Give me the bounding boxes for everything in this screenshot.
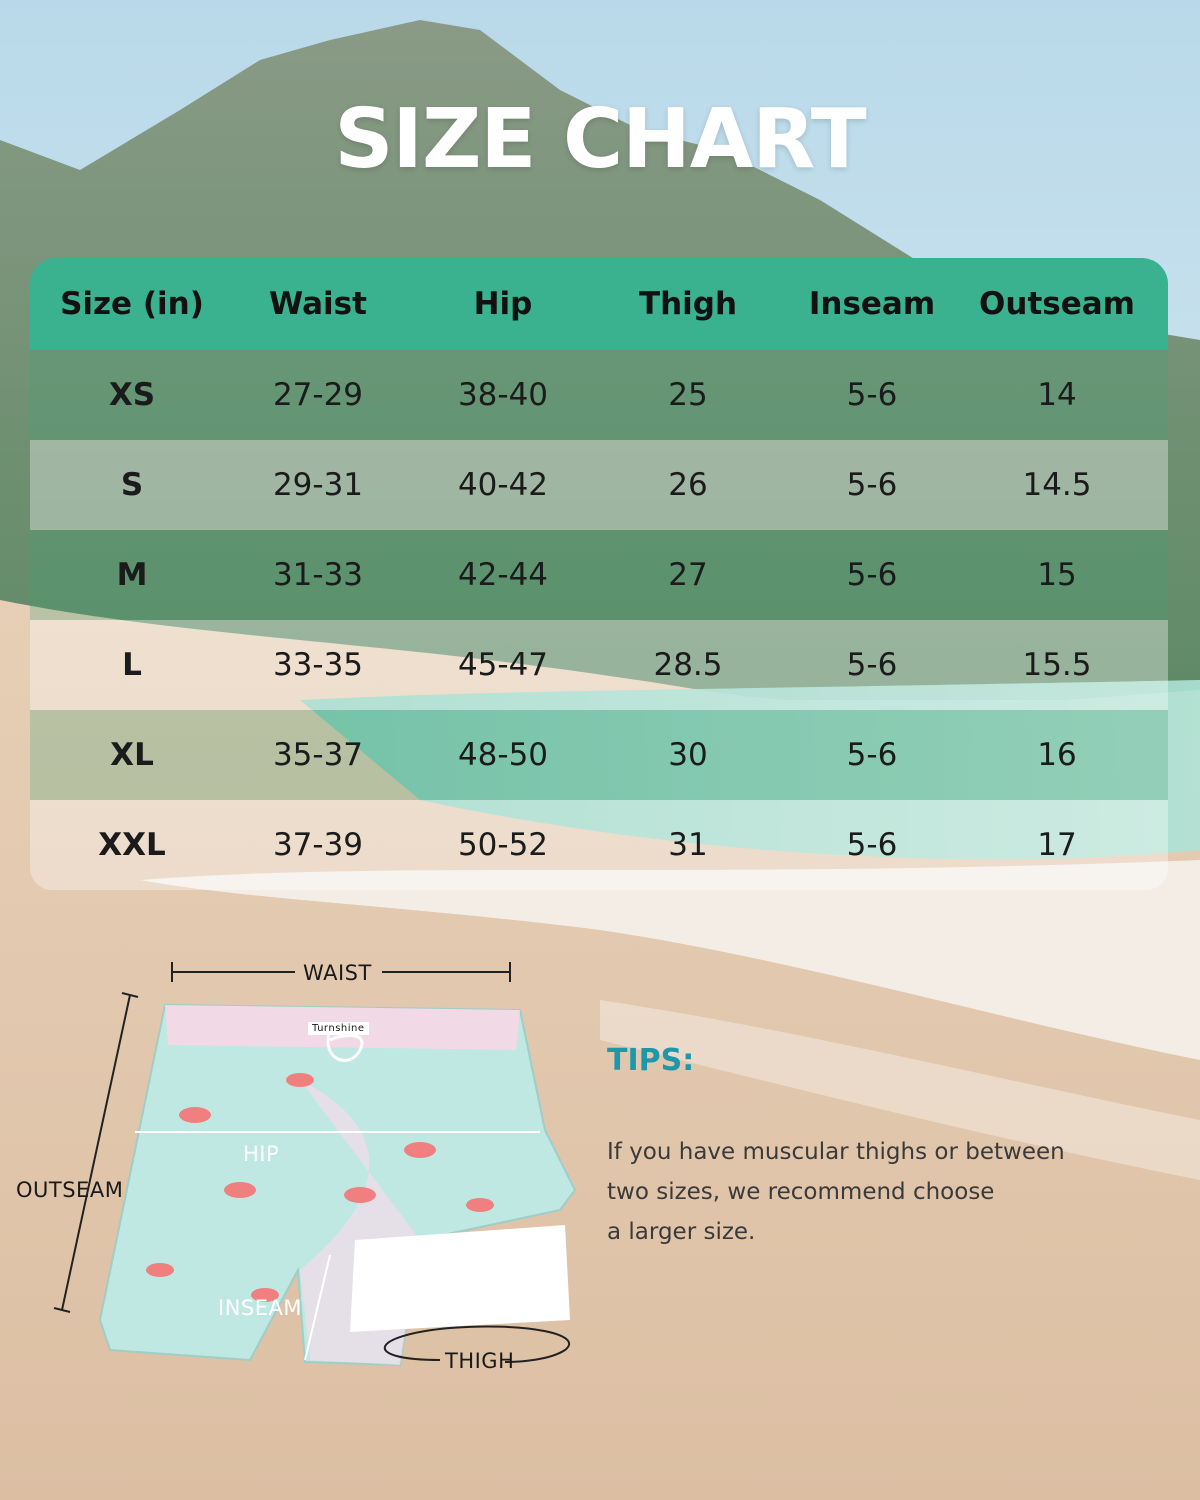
table-cell: 30 bbox=[668, 737, 708, 773]
column-header-thigh: Thigh bbox=[638, 286, 738, 322]
table-cell: 38-40 bbox=[457, 377, 549, 413]
table-cell: 27 bbox=[668, 557, 708, 593]
tips-title: TIPS: bbox=[607, 1043, 695, 1078]
table-header-row: Size (in) Waist Hip Thigh Inseam Outseam bbox=[30, 258, 1168, 350]
table-cell: 26 bbox=[668, 467, 708, 503]
table-cell: 5-6 bbox=[846, 557, 898, 593]
table-cell: 5-6 bbox=[846, 467, 898, 503]
column-header-waist: Waist bbox=[269, 286, 367, 322]
table-cell: 16 bbox=[1037, 737, 1077, 773]
table-cell: 42-44 bbox=[457, 557, 549, 593]
page-title: SIZE CHART bbox=[334, 92, 866, 187]
table-cell: 48-50 bbox=[457, 737, 549, 773]
table-cell: 45-47 bbox=[457, 647, 549, 683]
table-row: L 33-35 45-47 28.5 5-6 15.5 bbox=[30, 620, 1168, 710]
tips-line: two sizes, we recommend choose bbox=[607, 1179, 995, 1205]
thigh-label: THIGH bbox=[445, 1349, 515, 1373]
table-cell: 50-52 bbox=[457, 827, 549, 863]
table-cell: 17 bbox=[1037, 827, 1077, 863]
table-cell: 25 bbox=[668, 377, 708, 413]
column-header-size: Size (in) bbox=[60, 286, 204, 322]
waist-label: WAIST bbox=[303, 961, 372, 985]
table-cell: 5-6 bbox=[846, 827, 898, 863]
table-cell: 29-31 bbox=[272, 467, 364, 503]
inseam-label: INSEAM bbox=[218, 1296, 302, 1320]
brand-tag: Turnshine bbox=[308, 1022, 369, 1035]
table-cell: 15 bbox=[1037, 557, 1077, 593]
table-row: XS 27-29 38-40 25 5-6 14 bbox=[30, 350, 1168, 440]
table-cell: XS bbox=[108, 377, 156, 413]
table-cell: 15.5 bbox=[1022, 647, 1092, 683]
table-cell: 35-37 bbox=[272, 737, 364, 773]
table-cell: 31 bbox=[668, 827, 708, 863]
table-cell: XXL bbox=[98, 827, 166, 863]
column-header-hip: Hip bbox=[473, 286, 533, 322]
table-cell: 27-29 bbox=[272, 377, 364, 413]
column-header-outseam: Outseam bbox=[979, 286, 1135, 322]
table-row: M 31-33 42-44 27 5-6 15 bbox=[30, 530, 1168, 620]
size-chart-table: Size (in) Waist Hip Thigh Inseam Outseam… bbox=[30, 258, 1168, 890]
table-cell: 14 bbox=[1037, 377, 1077, 413]
table-row: XL 35-37 48-50 30 5-6 16 bbox=[30, 710, 1168, 800]
table-cell: L bbox=[122, 647, 142, 683]
table-cell: 5-6 bbox=[846, 377, 898, 413]
table-cell: 5-6 bbox=[846, 737, 898, 773]
table-row: S 29-31 40-42 26 5-6 14.5 bbox=[30, 440, 1168, 530]
outseam-label: OUTSEAM bbox=[16, 1178, 124, 1202]
table-cell: 5-6 bbox=[846, 647, 898, 683]
column-header-inseam: Inseam bbox=[808, 286, 936, 322]
table-cell: 31-33 bbox=[272, 557, 364, 593]
table-cell: XL bbox=[110, 737, 154, 773]
tips-line: a larger size. bbox=[607, 1219, 756, 1245]
table-cell: 28.5 bbox=[653, 647, 723, 683]
table-row: XXL 37-39 50-52 31 5-6 17 bbox=[30, 800, 1168, 890]
measurement-diagram: WAIST HIP OUTSEAM INSEAM THIGH Turnshine bbox=[0, 940, 600, 1400]
tips-text: If you have muscular thighs or between t… bbox=[607, 1132, 1127, 1252]
table-cell: 37-39 bbox=[272, 827, 364, 863]
table-cell: 40-42 bbox=[457, 467, 549, 503]
table-cell: M bbox=[116, 557, 148, 593]
hip-label: HIP bbox=[243, 1142, 280, 1166]
swim-shorts-illustration bbox=[53, 962, 577, 1367]
table-cell: S bbox=[120, 467, 144, 503]
table-cell: 33-35 bbox=[272, 647, 364, 683]
tips-line: If you have muscular thighs or between bbox=[607, 1139, 1065, 1165]
table-cell: 14.5 bbox=[1022, 467, 1092, 503]
